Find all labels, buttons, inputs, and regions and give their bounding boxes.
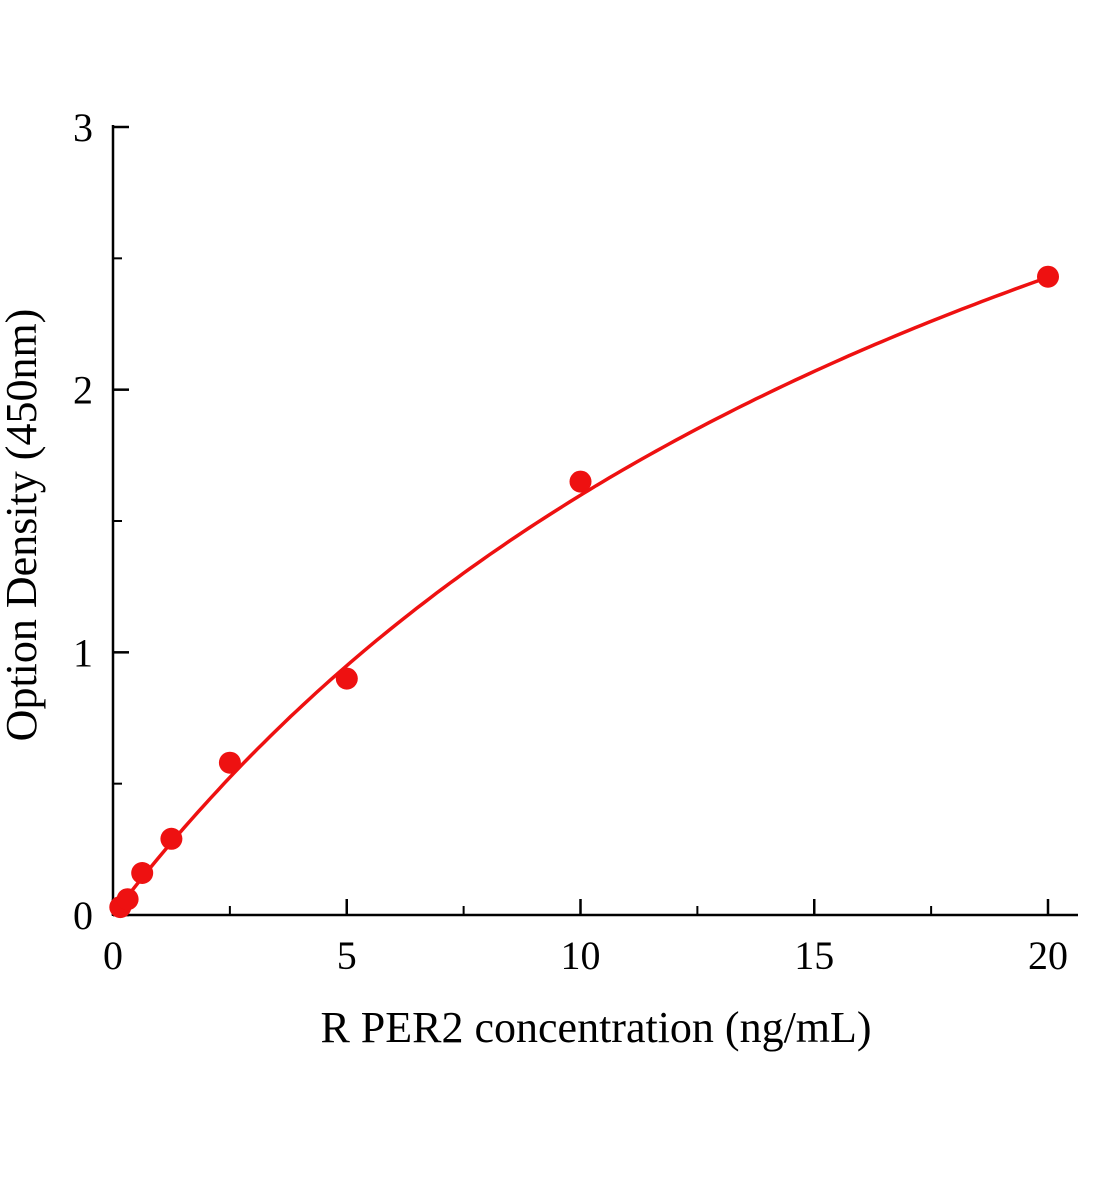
data-point	[218, 751, 241, 774]
data-point	[116, 888, 139, 911]
x-tick-label: 0	[103, 933, 123, 978]
data-point	[131, 862, 154, 884]
x-tick-label: 10	[561, 933, 601, 978]
y-tick-label: 2	[73, 368, 93, 413]
fit-curve	[115, 275, 1050, 911]
data-point	[335, 667, 358, 690]
data-point	[569, 470, 592, 493]
y-tick-label: 3	[73, 105, 93, 150]
x-axis-label: R PER2 concentration (ng/mL)	[320, 1003, 871, 1052]
data-point	[1037, 265, 1059, 288]
y-tick-label: 0	[73, 893, 93, 938]
x-tick-label: 15	[794, 933, 834, 978]
x-tick-label: 5	[337, 933, 357, 978]
y-axis-label: Option Density (450nm)	[0, 309, 46, 742]
y-tick-label: 1	[73, 630, 93, 675]
x-tick-label: 20	[1028, 933, 1068, 978]
data-point	[160, 827, 183, 850]
